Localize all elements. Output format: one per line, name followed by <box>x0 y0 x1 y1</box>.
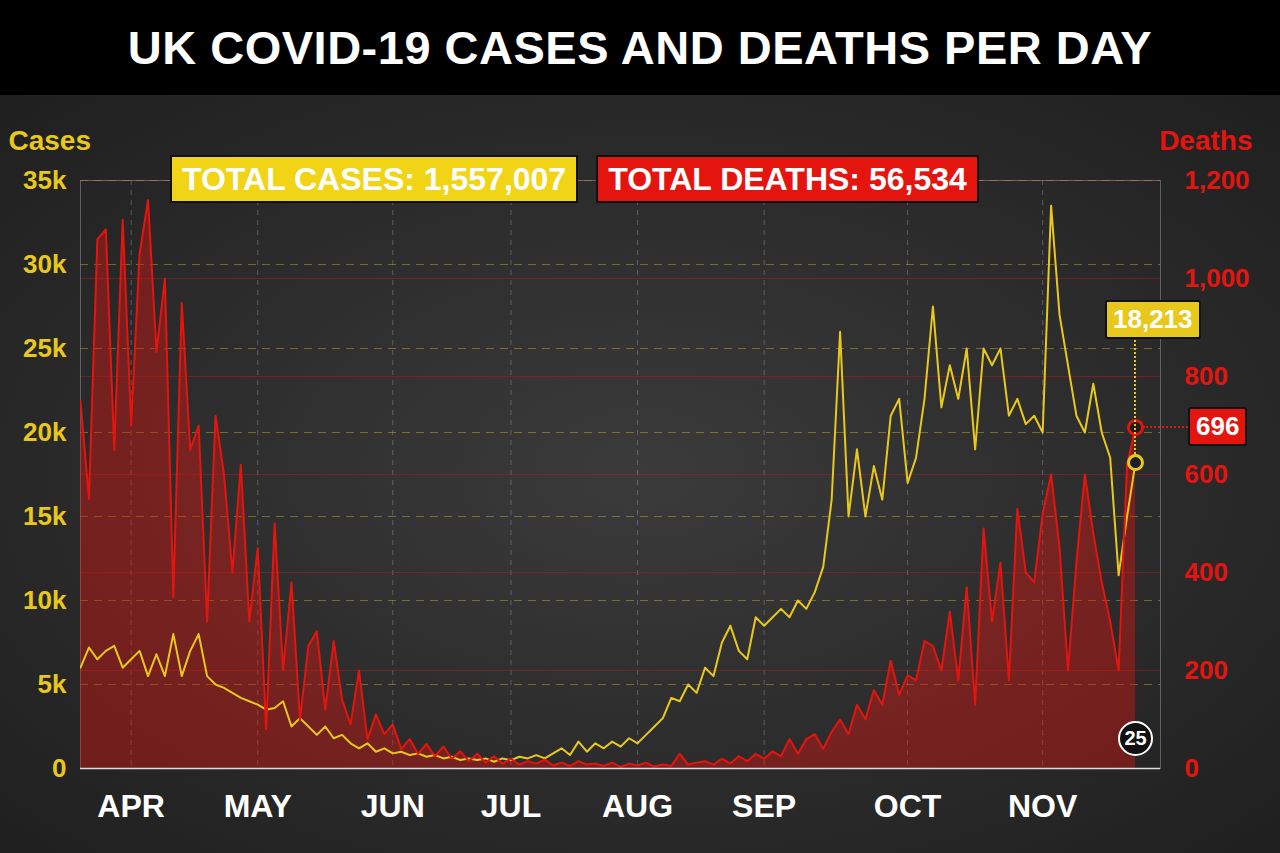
svg-text:15k: 15k <box>23 501 67 531</box>
svg-text:0: 0 <box>52 753 66 783</box>
svg-text:25k: 25k <box>23 333 67 363</box>
svg-text:20k: 20k <box>23 417 67 447</box>
html-text:25: 25 <box>1124 727 1147 749</box>
svg-text:400: 400 <box>1185 557 1228 587</box>
html-text:696: 696 <box>1196 411 1240 441</box>
svg-text:AUG: AUG <box>602 788 673 824</box>
html-text:TOTAL DEATHS: 56,534: TOTAL DEATHS: 56,534 <box>608 161 967 197</box>
svg-text:NOV: NOV <box>1008 788 1078 824</box>
html-text:UK COVID-19 CASES AND DEATHS P: UK COVID-19 CASES AND DEATHS PER DAY <box>127 21 1153 74</box>
svg-text:OCT: OCT <box>874 788 942 824</box>
html-text:TOTAL CASES: 1,557,007: TOTAL CASES: 1,557,007 <box>182 161 567 197</box>
svg-text:Deaths: Deaths <box>1159 125 1252 156</box>
svg-text:0: 0 <box>1185 753 1199 783</box>
svg-text:800: 800 <box>1185 361 1228 391</box>
svg-text:MAY: MAY <box>224 788 292 824</box>
svg-text:APR: APR <box>97 788 165 824</box>
svg-text:5k: 5k <box>38 669 67 699</box>
svg-text:35k: 35k <box>23 165 67 195</box>
svg-text:1,200: 1,200 <box>1185 165 1250 195</box>
svg-text:600: 600 <box>1185 459 1228 489</box>
svg-text:SEP: SEP <box>732 788 796 824</box>
svg-text:30k: 30k <box>23 249 67 279</box>
svg-text:200: 200 <box>1185 655 1228 685</box>
svg-text:10k: 10k <box>23 585 67 615</box>
svg-text:JUL: JUL <box>481 788 541 824</box>
svg-text:1,000: 1,000 <box>1185 263 1250 293</box>
svg-text:JUN: JUN <box>361 788 425 824</box>
svg-text:Cases: Cases <box>9 125 92 156</box>
html-text:18,213: 18,213 <box>1113 304 1193 334</box>
